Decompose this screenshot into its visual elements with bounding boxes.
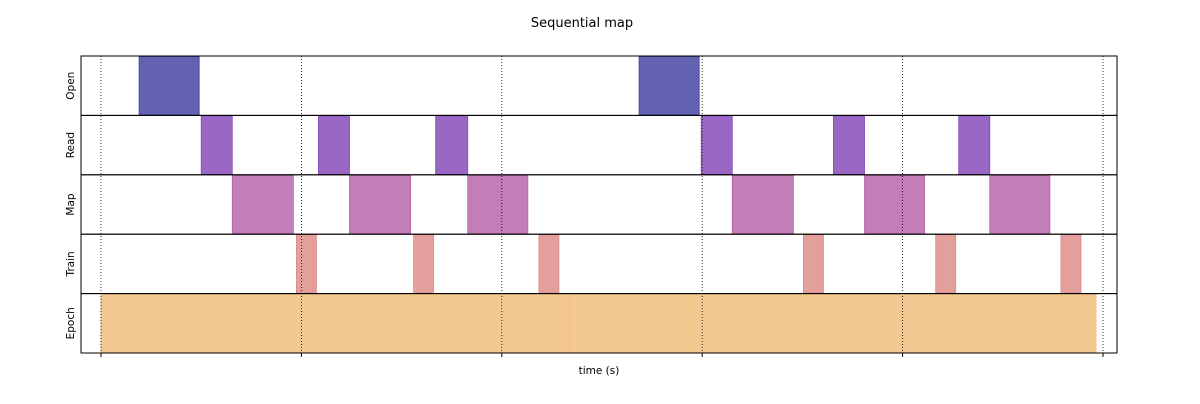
map-span-3 — [732, 175, 793, 233]
rows — [101, 57, 1096, 353]
read-span-1 — [318, 116, 349, 174]
chart-title: Sequential map — [531, 16, 633, 31]
epoch-row-label: Epoch — [65, 307, 77, 339]
map-span-4 — [865, 175, 925, 233]
train-span-5 — [1061, 235, 1081, 293]
map-span-0 — [232, 175, 293, 233]
train-row-frame — [81, 234, 1117, 293]
train-span-3 — [803, 235, 823, 293]
train-span-2 — [539, 235, 559, 293]
read-span-4 — [833, 116, 864, 174]
read-row-label: Read — [65, 132, 77, 158]
open-span-1 — [639, 57, 699, 115]
train-span-4 — [936, 235, 956, 293]
open-row-frame — [81, 56, 1117, 115]
train-span-0 — [296, 235, 316, 293]
read-span-5 — [959, 116, 990, 174]
epoch-span-0 — [101, 294, 570, 352]
map-span-2 — [468, 175, 528, 233]
train-row-label: Train — [65, 251, 77, 277]
read-span-2 — [436, 116, 468, 174]
x-axis-label: time (s) — [579, 365, 620, 377]
read-span-0 — [201, 116, 232, 174]
map-row-label: Map — [65, 193, 77, 215]
map-span-5 — [990, 175, 1050, 233]
open-span-0 — [139, 57, 199, 115]
epoch-span-1 — [570, 294, 1096, 352]
open-row-label: Open — [65, 72, 77, 100]
map-span-1 — [350, 175, 411, 233]
train-span-1 — [414, 235, 434, 293]
read-span-3 — [701, 116, 732, 174]
x-ticks — [101, 353, 1103, 357]
